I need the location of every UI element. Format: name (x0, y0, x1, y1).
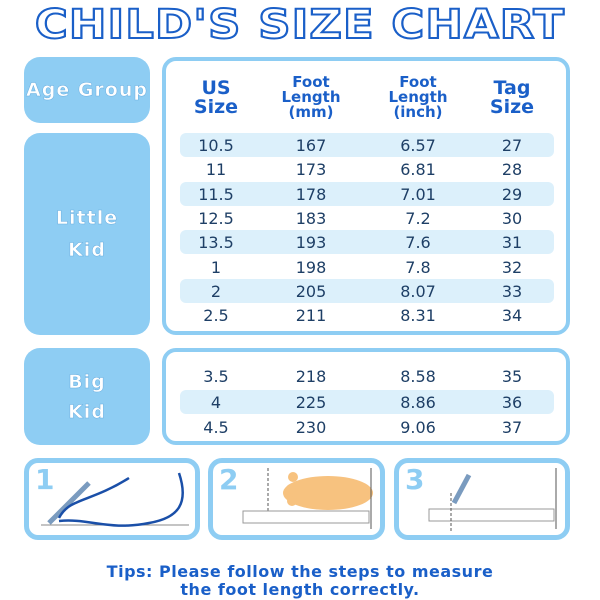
foot-length-inch-cell: 7.8 (405, 257, 431, 277)
table-row: 4.5 230 9.06 37 (180, 415, 554, 439)
table-header: US Size Foot Length (mm) Foot Length (inch) T… (166, 75, 566, 125)
foot-length-mm-cell: 178 (295, 184, 327, 204)
foot-length-mm-cell: 211 (295, 306, 327, 326)
foot-length-mm-cell: 198 (295, 257, 327, 277)
tag-size-cell: 28 (501, 160, 523, 180)
table-row: 11 173 6.81 28 (180, 157, 554, 181)
us-size-cell: 4 (210, 392, 222, 412)
us-size-cell: 13.5 (198, 233, 234, 253)
foot-length-mm-cell: 205 (295, 281, 327, 301)
foot-length-inch-cell: 6.81 (400, 160, 436, 180)
table-row: 4 225 8.86 36 (180, 389, 554, 414)
foot-length-mm-cell: 225 (295, 392, 327, 412)
step-number: 2 (219, 463, 239, 496)
tag-size-cell: 37 (501, 418, 523, 437)
age-group-header: Age Group (24, 57, 150, 123)
us-size-cell: 10.5 (198, 136, 234, 155)
step-1-trace-foot: 1 (24, 458, 200, 540)
us-size-cell: 11 (205, 160, 227, 180)
table-row: 12.5 183 7.2 30 (180, 206, 554, 230)
foot-length-mm-cell: 193 (295, 233, 327, 253)
tag-size-cell: 27 (501, 136, 523, 155)
foot-length-inch-cell: 7.6 (405, 233, 431, 253)
big-kid-table: 3.5 218 8.58 35 4 225 8.86 36 4.5 230 9.06 37 (162, 348, 570, 445)
footprint-icon (242, 468, 373, 529)
foot-length-mm-cell: 183 (295, 208, 327, 228)
table-row: 2 205 8.07 33 (180, 278, 554, 303)
step-3-measure-ruler: 3 (394, 458, 570, 540)
foot-length-inch-cell: 8.86 (400, 392, 436, 412)
step-number: 3 (405, 463, 425, 496)
tips-line-1: Tips: Please follow the steps to measure (106, 562, 494, 581)
ruler-icon (428, 468, 557, 533)
header-tag-size: Tag Size (489, 77, 535, 118)
foot-length-inch-cell: 7.2 (405, 208, 431, 228)
foot-length-inch-cell: 8.07 (400, 281, 436, 301)
foot-length-inch-cell: 9.06 (400, 418, 436, 437)
tag-size-cell: 33 (501, 281, 523, 301)
header-foot-mm: Foot Length (mm) (281, 73, 341, 121)
us-size-cell: 12.5 (198, 208, 234, 228)
tag-size-cell: 29 (501, 184, 523, 204)
us-size-cell: 3.5 (203, 367, 229, 386)
table-row: 2.5 211 8.31 34 (180, 303, 554, 327)
group-label-little-kid: Little Kid (24, 133, 150, 335)
page-title: CHILD'S SIZE CHART (34, 1, 566, 49)
us-size-cell: 11.5 (198, 184, 234, 204)
little-kid-table: US Size Foot Length (mm) Foot Length (inch) T… (162, 57, 570, 335)
group-label-big-kid: Big Kid (24, 348, 150, 445)
header-us-size: US Size (193, 77, 239, 118)
foot-length-inch-cell: 6.57 (400, 136, 436, 155)
tag-size-cell: 32 (501, 257, 523, 277)
foot-length-mm-cell: 173 (295, 160, 327, 180)
tag-size-cell: 35 (501, 367, 523, 386)
tag-size-cell: 34 (501, 306, 523, 326)
table-row: 1 198 7.8 32 (180, 255, 554, 279)
header-foot-inch: Foot Length (inch) (388, 73, 448, 121)
foot-length-mm-cell: 218 (295, 367, 327, 386)
table-row: 10.5 167 6.57 27 (180, 133, 554, 157)
table-row: 11.5 178 7.01 29 (180, 181, 554, 206)
foot-length-inch-cell: 8.31 (400, 306, 436, 326)
us-size-cell: 2 (210, 281, 222, 301)
foot-outline-icon (41, 472, 189, 527)
step-number: 1 (35, 463, 55, 496)
tag-size-cell: 36 (501, 392, 523, 412)
us-size-cell: 2.5 (203, 306, 229, 326)
table-row: 13.5 193 7.6 31 (180, 230, 554, 255)
foot-length-inch-cell: 7.01 (400, 184, 436, 204)
foot-length-inch-cell: 8.58 (400, 367, 436, 386)
us-size-cell: 4.5 (203, 418, 229, 437)
foot-length-mm-cell: 230 (295, 418, 327, 437)
tips-line-2: the foot length correctly. (180, 580, 420, 599)
foot-length-mm-cell: 167 (295, 136, 327, 155)
step-2-mark-foot: 2 (208, 458, 385, 540)
tag-size-cell: 30 (501, 208, 523, 228)
tag-size-cell: 31 (501, 233, 523, 253)
table-row: 3.5 218 8.58 35 (180, 364, 554, 388)
us-size-cell: 1 (210, 257, 222, 277)
